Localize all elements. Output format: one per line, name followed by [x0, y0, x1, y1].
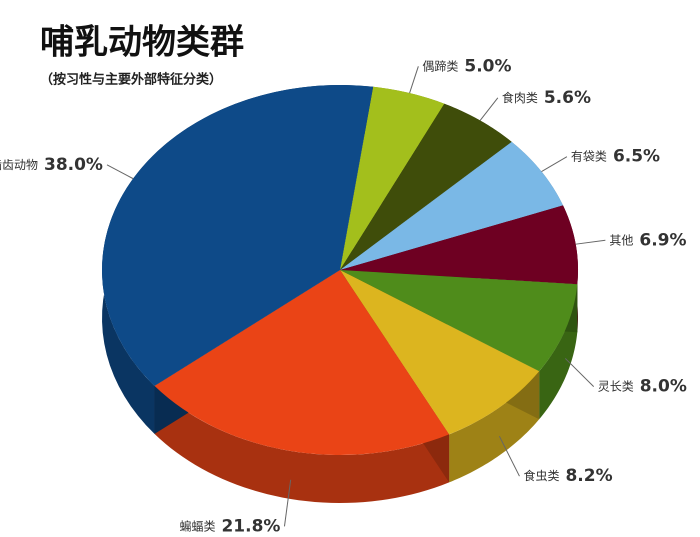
- leader-line: [479, 97, 499, 121]
- leader-line: [541, 156, 568, 173]
- leader-line: [283, 479, 292, 527]
- slice: [340, 141, 564, 270]
- labels: 偶蹄类 5.0% 食肉类 5.6% 有袋类 6.5% 其他 6.9% 灵长类 8.0% 食虫类 8.2…: [0, 56, 687, 536]
- category-label: 偶蹄类: [422, 58, 458, 73]
- leader-line: [575, 239, 606, 245]
- slice-side: [154, 385, 450, 503]
- leader-line: [106, 164, 134, 180]
- slice-label: 有袋类 6.5%: [571, 147, 660, 167]
- slice: [340, 270, 578, 372]
- value-label: 5.6%: [544, 88, 591, 108]
- slice-label: 啮齿动物 38.0%: [0, 155, 103, 175]
- slice-label: 蝙蝠类 21.8%: [179, 516, 280, 536]
- slice: [154, 270, 450, 455]
- category-label: 食虫类: [523, 468, 559, 483]
- chart-title: 哺乳动物类群: [40, 23, 244, 63]
- value-label: 38.0%: [44, 155, 103, 175]
- slices: [102, 84, 579, 455]
- slice: [340, 270, 540, 435]
- slice-label: 其他 6.9%: [609, 230, 686, 250]
- slice-side: [539, 284, 578, 420]
- slice-label: 灵长类 8.0%: [598, 377, 687, 397]
- category-label: 灵长类: [598, 379, 634, 393]
- category-label: 蝙蝠类: [179, 518, 215, 533]
- category-label: 食肉类: [502, 89, 538, 104]
- slice-label: 偶蹄类 5.0%: [422, 56, 511, 76]
- category-label: 其他: [609, 233, 633, 247]
- value-label: 21.8%: [221, 516, 280, 536]
- chart-subtitle: （按习性与主要外部特征分类）: [40, 72, 222, 88]
- slice: [340, 103, 512, 270]
- value-label: 8.2%: [565, 466, 612, 486]
- category-label: 啮齿动物: [0, 157, 38, 171]
- value-label: 6.5%: [613, 147, 660, 167]
- value-label: 5.0%: [464, 56, 511, 76]
- value-label: 8.0%: [640, 377, 687, 397]
- value-label: 6.9%: [639, 230, 686, 250]
- slice: [340, 205, 579, 285]
- slice: [102, 84, 374, 386]
- leader-line: [564, 358, 595, 387]
- category-label: 有袋类: [571, 149, 607, 163]
- leader-line: [409, 66, 419, 94]
- slice-label: 食肉类 5.6%: [502, 88, 591, 108]
- leader-line: [498, 435, 520, 477]
- slice: [340, 86, 445, 270]
- slice-label: 食虫类 8.2%: [523, 466, 612, 486]
